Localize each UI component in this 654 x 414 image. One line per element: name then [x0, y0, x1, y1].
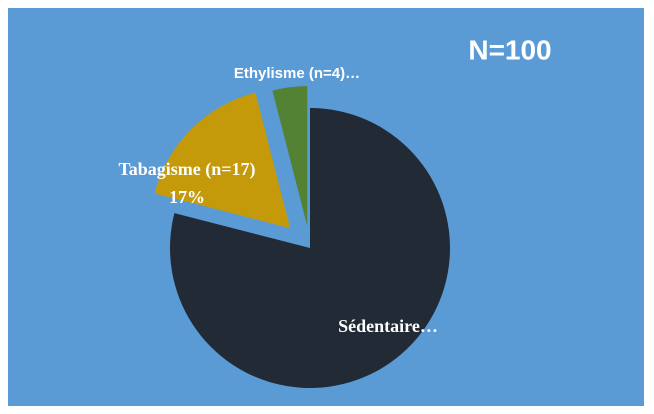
pie — [154, 86, 451, 388]
pie-slice — [154, 92, 291, 229]
data-label: Ethylisme (n=4)… — [234, 65, 360, 82]
data-label: 17% — [169, 187, 205, 207]
data-label: Sédentaire… — [338, 316, 438, 336]
pie-slice — [170, 108, 451, 388]
chart-title: N=100 — [468, 34, 551, 65]
pie-slice — [272, 86, 308, 227]
data-label: Tabagisme (n=17) — [118, 159, 255, 180]
